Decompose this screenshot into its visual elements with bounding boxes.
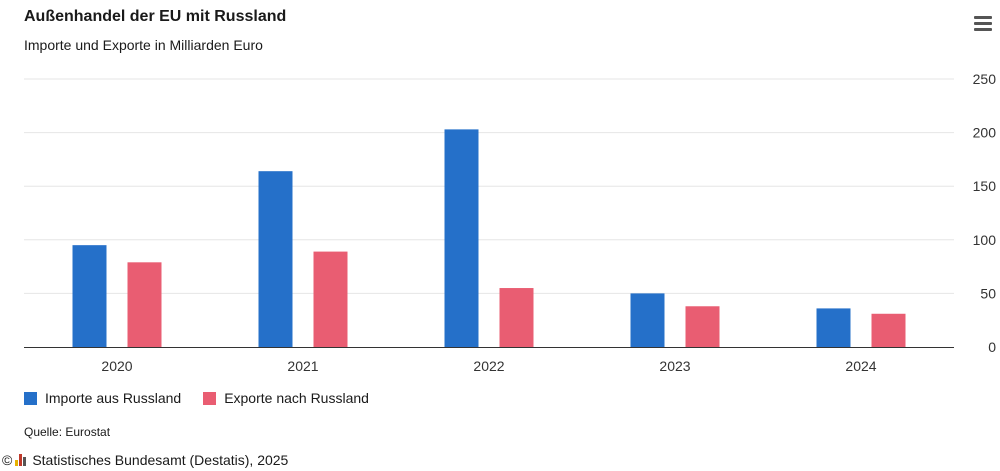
legend-swatch-exports (203, 391, 217, 405)
bar-imports[interactable] (258, 171, 293, 347)
y-tick-label: 200 (973, 125, 997, 141)
credit-text: Statistisches Bundesamt (Destatis), 2025 (32, 452, 289, 468)
bar-imports[interactable] (444, 129, 479, 347)
bar-exports[interactable] (871, 313, 906, 347)
chart-subtitle: Importe und Exporte in Milliarden Euro (24, 37, 263, 53)
bar-exports[interactable] (499, 288, 534, 347)
y-tick-label: 0 (988, 339, 996, 355)
copyright-symbol: © (2, 452, 13, 468)
y-tick-label: 50 (980, 285, 996, 301)
bar-exports[interactable] (127, 262, 162, 347)
bar-exports[interactable] (685, 306, 720, 347)
y-tick-label: 250 (973, 71, 997, 87)
y-tick-label: 100 (973, 232, 997, 248)
bar-exports[interactable] (313, 251, 348, 347)
legend: Importe aus Russland Exporte nach Russla… (24, 390, 369, 406)
legend-label-imports: Importe aus Russland (45, 390, 182, 406)
source-note: Quelle: Eurostat (24, 425, 111, 439)
legend-label-exports: Exporte nach Russland (224, 390, 369, 406)
legend-item-exports[interactable]: Exporte nach Russland (203, 390, 369, 406)
x-tick-label: 2024 (845, 358, 876, 374)
bar-imports[interactable] (72, 245, 107, 347)
y-tick-label: 150 (973, 178, 997, 194)
x-tick-label: 2022 (473, 358, 504, 374)
legend-swatch-imports (24, 391, 37, 405)
bar-imports[interactable] (816, 308, 851, 347)
legend-item-imports[interactable]: Importe aus Russland (24, 390, 181, 406)
x-tick-label: 2021 (287, 358, 318, 374)
bar-imports[interactable] (630, 293, 665, 347)
x-tick-label: 2020 (101, 358, 132, 374)
destatis-logo-icon (15, 454, 29, 466)
bar-chart: 0 50 100 150 200 250 2020 2021 2022 2023 2024 (24, 71, 997, 374)
hamburger-menu-icon[interactable] (973, 14, 993, 32)
credit-line: © Statistisches Bundesamt (Destatis), 20… (2, 452, 288, 468)
chart-title: Außenhandel der EU mit Russland (24, 8, 287, 25)
x-tick-label: 2023 (659, 358, 690, 374)
